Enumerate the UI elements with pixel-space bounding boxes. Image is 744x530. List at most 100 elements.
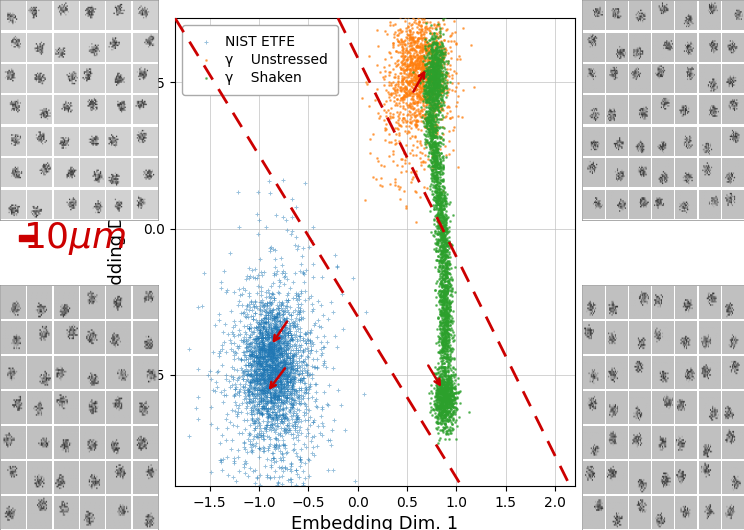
γ    Shaken	[435, 77, 447, 85]
γ    Unstressed	[450, 83, 462, 91]
γ    Unstressed	[409, 38, 421, 46]
γ    Shaken	[434, 307, 446, 315]
γ    Unstressed	[434, 69, 446, 77]
γ    Shaken	[436, 217, 448, 226]
γ    Shaken	[439, 13, 451, 21]
NIST ETFE	[273, 310, 285, 319]
γ    Unstressed	[395, 52, 407, 60]
γ    Unstressed	[422, 184, 434, 192]
NIST ETFE	[262, 372, 274, 381]
NIST ETFE	[284, 354, 296, 363]
γ    Shaken	[427, 94, 439, 102]
γ    Shaken	[438, 363, 450, 371]
γ    Shaken	[425, 125, 437, 133]
γ    Unstressed	[432, 32, 444, 41]
γ    Shaken	[440, 267, 452, 275]
NIST ETFE	[241, 271, 253, 280]
γ    Shaken	[437, 391, 449, 399]
γ    Unstressed	[382, 88, 394, 96]
γ    Unstressed	[409, 119, 421, 128]
γ    Shaken	[421, 69, 433, 77]
γ    Shaken	[434, 386, 446, 395]
γ    Shaken	[427, 95, 439, 104]
γ    Shaken	[431, 160, 443, 169]
γ    Unstressed	[417, 51, 429, 59]
NIST ETFE	[246, 378, 257, 386]
NIST ETFE	[268, 353, 280, 361]
γ    Shaken	[425, 110, 437, 119]
NIST ETFE	[285, 359, 297, 367]
γ    Shaken	[429, 64, 440, 73]
γ    Unstressed	[415, 54, 427, 62]
γ    Shaken	[424, 62, 436, 70]
NIST ETFE	[327, 308, 339, 317]
γ    Unstressed	[451, 98, 463, 106]
γ    Unstressed	[411, 90, 423, 99]
NIST ETFE	[256, 338, 268, 346]
γ    Shaken	[444, 411, 456, 420]
NIST ETFE	[259, 462, 271, 471]
γ    Shaken	[445, 413, 457, 421]
γ    Shaken	[439, 401, 451, 410]
NIST ETFE	[269, 337, 281, 346]
NIST ETFE	[254, 346, 266, 355]
γ    Shaken	[433, 399, 445, 407]
NIST ETFE	[290, 233, 302, 241]
NIST ETFE	[248, 417, 260, 426]
γ    Shaken	[434, 191, 446, 199]
NIST ETFE	[275, 382, 287, 390]
γ    Unstressed	[417, 158, 429, 166]
NIST ETFE	[254, 268, 266, 277]
γ    Shaken	[445, 316, 457, 325]
γ    Shaken	[434, 72, 446, 81]
γ    Shaken	[443, 355, 455, 363]
NIST ETFE	[272, 365, 283, 373]
NIST ETFE	[240, 347, 252, 355]
NIST ETFE	[254, 374, 266, 383]
γ    Unstressed	[419, 71, 431, 80]
NIST ETFE	[275, 383, 287, 392]
γ    Shaken	[423, 132, 434, 140]
NIST ETFE	[286, 401, 298, 410]
γ    Shaken	[441, 376, 453, 384]
γ    Shaken	[430, 43, 442, 52]
γ    Shaken	[434, 214, 446, 223]
γ    Shaken	[443, 394, 455, 403]
NIST ETFE	[289, 322, 301, 330]
NIST ETFE	[278, 387, 289, 395]
γ    Shaken	[422, 83, 434, 92]
γ    Unstressed	[395, 69, 407, 77]
γ    Shaken	[420, 52, 432, 61]
γ    Shaken	[416, 74, 428, 82]
γ    Unstressed	[407, 32, 419, 41]
NIST ETFE	[264, 294, 276, 302]
γ    Shaken	[450, 399, 462, 408]
NIST ETFE	[248, 467, 260, 475]
γ    Shaken	[440, 337, 452, 346]
NIST ETFE	[272, 366, 283, 375]
NIST ETFE	[269, 361, 281, 369]
NIST ETFE	[272, 369, 283, 378]
γ    Unstressed	[416, 77, 428, 85]
NIST ETFE	[259, 333, 271, 341]
γ    Shaken	[436, 210, 448, 218]
γ    Shaken	[427, 113, 439, 121]
NIST ETFE	[276, 370, 288, 379]
NIST ETFE	[248, 373, 260, 381]
γ    Shaken	[437, 352, 449, 361]
γ    Shaken	[431, 44, 443, 52]
γ    Shaken	[436, 267, 448, 275]
γ    Shaken	[417, 52, 429, 60]
γ    Unstressed	[412, 96, 424, 105]
γ    Shaken	[432, 48, 444, 56]
NIST ETFE	[292, 418, 304, 426]
NIST ETFE	[301, 343, 313, 352]
γ    Unstressed	[401, 90, 413, 99]
γ    Shaken	[431, 68, 443, 76]
NIST ETFE	[281, 393, 293, 402]
γ    Shaken	[436, 309, 448, 317]
γ    Shaken	[429, 65, 441, 74]
γ    Unstressed	[423, 89, 435, 97]
γ    Shaken	[440, 251, 452, 260]
γ    Shaken	[429, 83, 441, 91]
